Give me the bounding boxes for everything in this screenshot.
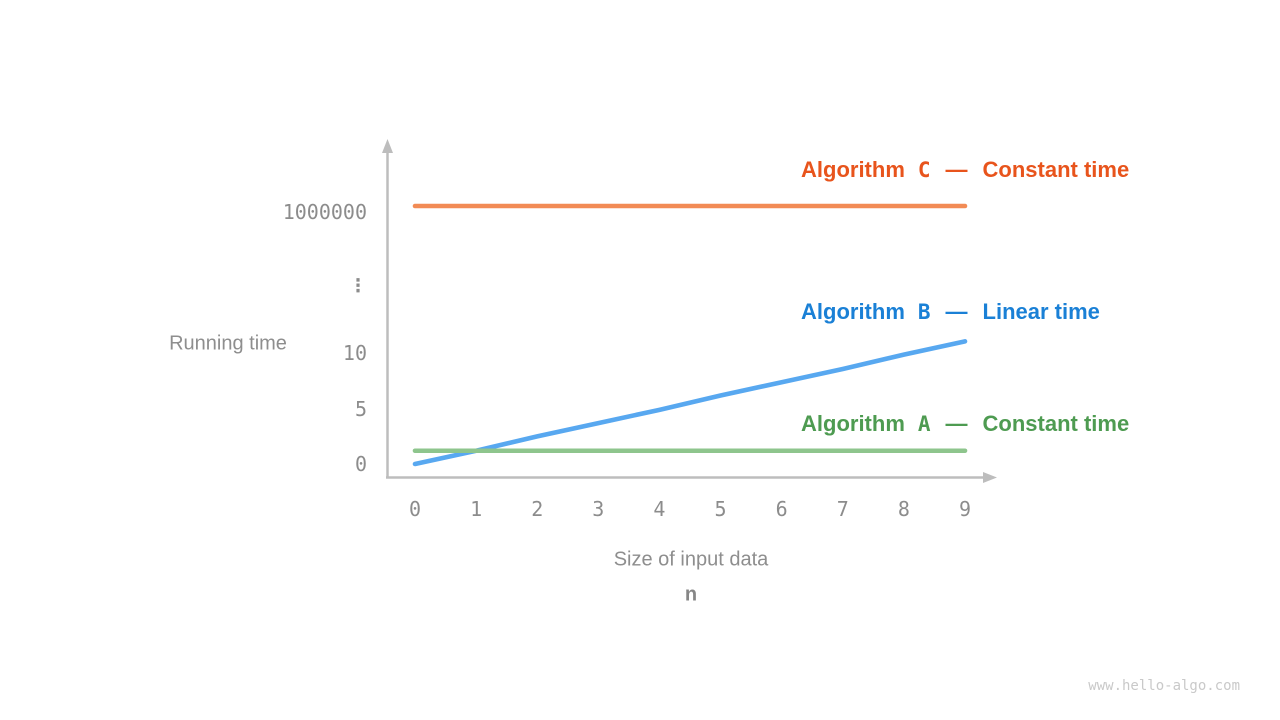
algorithm-b-line xyxy=(412,339,968,467)
y-tick-label: 5 xyxy=(354,397,367,421)
y-tick-label: ⋮ xyxy=(349,275,367,297)
legend-name: Algorithm xyxy=(801,411,905,436)
series-lines xyxy=(412,203,968,467)
watermark: www.hello-algo.com xyxy=(1088,678,1240,694)
legend-letter: A xyxy=(917,412,931,436)
legend-name: Algorithm xyxy=(801,299,905,324)
x-tick-label: 1 xyxy=(470,497,483,521)
x-tick-label: 4 xyxy=(653,497,666,521)
x-tick-label: 5 xyxy=(714,497,727,521)
x-tick-label: 8 xyxy=(897,497,910,521)
legend-algorithm-b: Algorithm B — Linear time xyxy=(801,299,1100,325)
y-axis-title: Running time xyxy=(169,332,287,355)
x-tick-label: 7 xyxy=(836,497,849,521)
x-axis-title: Size of input data xyxy=(613,548,769,571)
x-axis-variable: n xyxy=(684,583,698,606)
legend-letter: C xyxy=(917,158,931,182)
legend-dash: — xyxy=(945,157,968,182)
legend-desc: Constant time xyxy=(982,157,1130,182)
y-tick-label: 0 xyxy=(354,452,367,476)
y-axis-arrowhead xyxy=(382,139,393,153)
legend-desc: Linear time xyxy=(982,299,1100,324)
legend-name: Algorithm xyxy=(801,157,905,182)
x-tick-label: 2 xyxy=(531,497,544,521)
legend-algorithm-a: Algorithm A — Constant time xyxy=(801,411,1129,437)
y-tick-label: 10 xyxy=(342,341,367,365)
legend-dash: — xyxy=(945,411,968,436)
x-tick-label: 3 xyxy=(592,497,605,521)
x-tick-label: 0 xyxy=(408,497,422,521)
x-tick-label: 9 xyxy=(958,497,972,521)
legend-desc: Constant time xyxy=(982,411,1130,436)
x-tick-label: 6 xyxy=(775,497,788,521)
legend-dash: — xyxy=(945,299,968,324)
x-axis-arrowhead xyxy=(983,472,997,483)
legend-letter: B xyxy=(917,300,931,324)
y-tick-label: 1000000 xyxy=(282,200,367,224)
legend-algorithm-c: Algorithm C — Constant time xyxy=(801,157,1129,183)
